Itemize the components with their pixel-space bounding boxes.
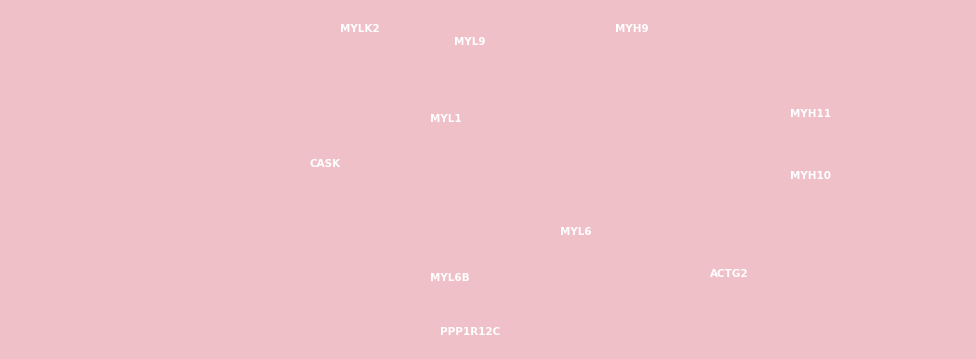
Text: MYL1: MYL1 bbox=[430, 114, 462, 124]
Text: MYH11: MYH11 bbox=[790, 109, 831, 119]
Text: MYLK2: MYLK2 bbox=[340, 24, 380, 34]
Text: MYH10: MYH10 bbox=[790, 171, 831, 181]
Text: MYL6: MYL6 bbox=[560, 227, 591, 237]
Text: CASK: CASK bbox=[310, 159, 342, 169]
Text: MYL6B: MYL6B bbox=[430, 273, 469, 283]
Text: PPP1R12C: PPP1R12C bbox=[440, 327, 500, 337]
Text: MYH9: MYH9 bbox=[615, 24, 649, 34]
Text: MYL9: MYL9 bbox=[454, 37, 486, 47]
Text: ACTG2: ACTG2 bbox=[710, 269, 749, 279]
